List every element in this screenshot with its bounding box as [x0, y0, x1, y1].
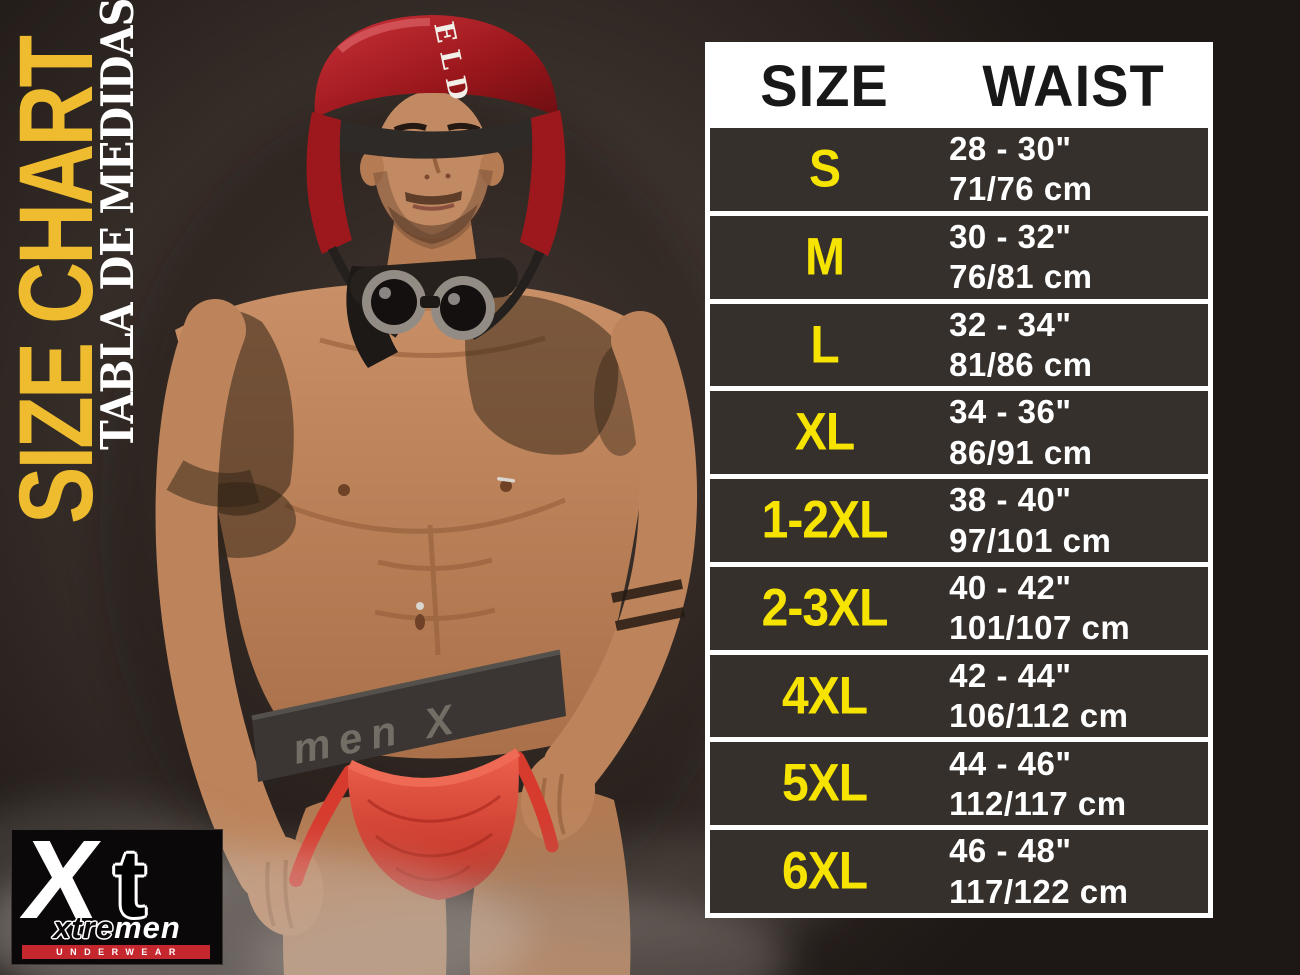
waist-cm: 106/112 cm: [949, 697, 1129, 735]
waist-cell: 28 - 30" 71/76 cm: [939, 128, 1208, 211]
size-label: XL: [794, 403, 855, 462]
size-table-row: S 28 - 30" 71/76 cm: [710, 123, 1208, 211]
brand-underwear-bar: UNDERWEAR: [22, 945, 210, 959]
size-label: S: [809, 140, 841, 199]
size-table: SIZE WAIST S 28 - 30" 71/76 cm M 30 - 32…: [705, 42, 1213, 918]
header-waist: WAIST: [982, 51, 1165, 119]
waist-inches: 42 - 44": [949, 656, 1072, 694]
waist-inches: 34 - 36": [949, 393, 1072, 431]
size-label: 4XL: [782, 666, 868, 726]
waist-inches: 40 - 42": [949, 569, 1072, 607]
waist-cm: 97/101 cm: [949, 521, 1112, 559]
size-table-row: XL 34 - 36" 86/91 cm: [710, 386, 1208, 474]
waist-cm: 101/107 cm: [949, 609, 1131, 647]
waist-inches: 28 - 30": [949, 130, 1072, 168]
brand-wordmark: xtremen: [12, 912, 222, 943]
size-table-row: M 30 - 32" 76/81 cm: [710, 210, 1208, 299]
logo-t-monogram: t: [114, 830, 146, 937]
size-table-header: SIZE WAIST: [710, 47, 1208, 123]
size-table-body: S 28 - 30" 71/76 cm M 30 - 32" 76/81 cm …: [710, 123, 1208, 913]
waist-cell: 30 - 32" 76/81 cm: [939, 216, 1208, 299]
size-label: L: [810, 315, 839, 375]
waist-inches: 44 - 46": [949, 744, 1072, 782]
waist-inches: 38 - 40": [949, 481, 1072, 519]
waist-inches: 32 - 34": [949, 305, 1072, 343]
waist-cm: 112/117 cm: [949, 784, 1127, 822]
size-label: 2-3XL: [761, 579, 889, 638]
header-size: SIZE: [760, 51, 889, 119]
brand-logo: X t xtremen UNDERWEAR: [11, 829, 223, 965]
waist-inches: 30 - 32": [949, 217, 1072, 255]
size-table-row: 1-2XL 38 - 40" 97/101 cm: [710, 474, 1208, 562]
waist-cell: 46 - 48" 117/122 cm: [939, 830, 1208, 913]
size-table-row: L 32 - 34" 81/86 cm: [710, 298, 1208, 387]
waist-inches: 46 - 48": [949, 832, 1072, 870]
model-figure: men X: [155, 15, 698, 975]
waist-cell: 38 - 40" 97/101 cm: [939, 479, 1208, 562]
size-table-row: 2-3XL 40 - 42" 101/107 cm: [710, 561, 1208, 650]
waist-cell: 40 - 42" 101/107 cm: [939, 567, 1208, 650]
waist-cell: 44 - 46" 112/117 cm: [939, 742, 1208, 825]
size-label: 1-2XL: [761, 491, 889, 550]
wordmark-solid-part: men: [114, 910, 181, 945]
waist-cell: 34 - 36" 86/91 cm: [939, 391, 1208, 474]
face: [373, 122, 493, 250]
waist-cm: 86/91 cm: [949, 433, 1093, 471]
waist-cm: 71/76 cm: [949, 170, 1093, 208]
size-label: M: [805, 228, 845, 287]
size-label: 5XL: [782, 754, 868, 814]
goggles: [346, 257, 518, 368]
waist-cell: 32 - 34" 81/86 cm: [939, 304, 1208, 387]
size-label: 6XL: [782, 842, 868, 901]
size-table-row: 5XL 44 - 46" 112/117 cm: [710, 737, 1208, 825]
page-subtitle: TABLA DE MEDIDAS: [91, 0, 145, 450]
waist-cm: 117/122 cm: [949, 872, 1129, 910]
waist-cm: 81/86 cm: [949, 345, 1093, 383]
size-table-row: 6XL 46 - 48" 117/122 cm: [710, 825, 1208, 913]
waist-cm: 76/81 cm: [949, 258, 1093, 296]
size-table-row: 4XL 42 - 44" 106/112 cm: [710, 649, 1208, 738]
waist-cell: 42 - 44" 106/112 cm: [939, 655, 1208, 738]
wordmark-outline-part: xtre: [53, 910, 115, 945]
